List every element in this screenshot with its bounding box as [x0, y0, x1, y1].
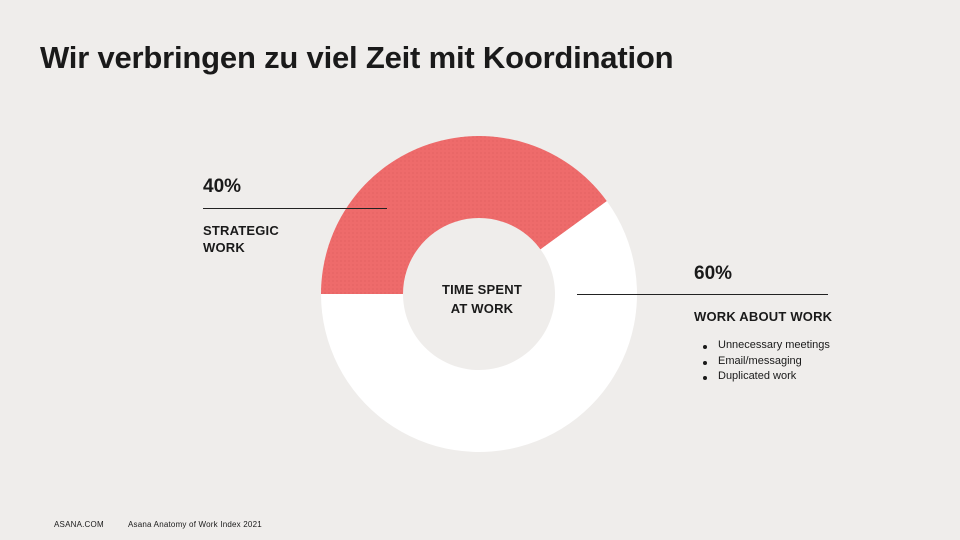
- donut-slice-work-about-work: [321, 201, 637, 452]
- center-label-line-1: TIME SPENT: [441, 282, 522, 297]
- footer-source: Asana Anatomy of Work Index 2021: [128, 520, 262, 529]
- work-about-work-leader-line: [577, 294, 828, 295]
- bullet-item: Duplicated work: [700, 369, 830, 385]
- donut-center-label: TIME SPENT AT WORK: [430, 280, 534, 318]
- footer-site: ASANA.COM: [54, 520, 104, 529]
- work-about-work-bullet-list: Unnecessary meetings Email/messaging Dup…: [700, 338, 830, 385]
- bullet-item: Unnecessary meetings: [700, 338, 830, 354]
- strategic-category-line-2: WORK: [203, 240, 245, 255]
- center-label-line-2: AT WORK: [450, 301, 514, 316]
- strategic-category-line-1: STRATEGIC: [203, 223, 279, 238]
- slide-title: Wir verbringen zu viel Zeit mit Koordina…: [40, 40, 674, 75]
- work-about-work-category-label: WORK ABOUT WORK: [694, 309, 833, 324]
- bullet-item: Email/messaging: [700, 354, 830, 370]
- donut-slice-texture: [321, 135, 607, 294]
- strategic-category-label: STRATEGIC WORK: [203, 222, 279, 256]
- strategic-percent-label: 40%: [203, 176, 242, 197]
- strategic-leader-line: [203, 208, 387, 209]
- work-about-work-percent-label: 60%: [694, 263, 733, 284]
